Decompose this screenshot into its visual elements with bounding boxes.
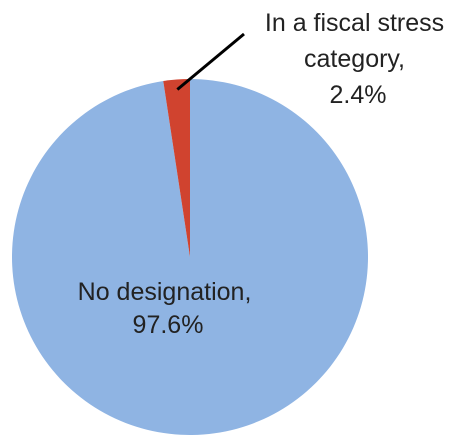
label-fiscal-stress: In a fiscal stress category, 2.4% (265, 9, 451, 109)
label-fiscal-stress-line-3: 2.4% (330, 81, 387, 109)
leader-line-fiscal-stress (176, 32, 245, 91)
pie-slices (12, 79, 369, 435)
label-no-designation-line-2: 97.6% (133, 311, 204, 339)
slice-no-designation (12, 79, 369, 435)
label-fiscal-stress-line-2: category, (304, 45, 405, 73)
label-fiscal-stress-line-1: In a fiscal stress (265, 9, 444, 37)
slice-fiscal-stress (163, 79, 190, 257)
label-no-designation: No designation, 97.6% (78, 278, 259, 339)
label-no-designation-line-1: No designation, (78, 278, 252, 306)
